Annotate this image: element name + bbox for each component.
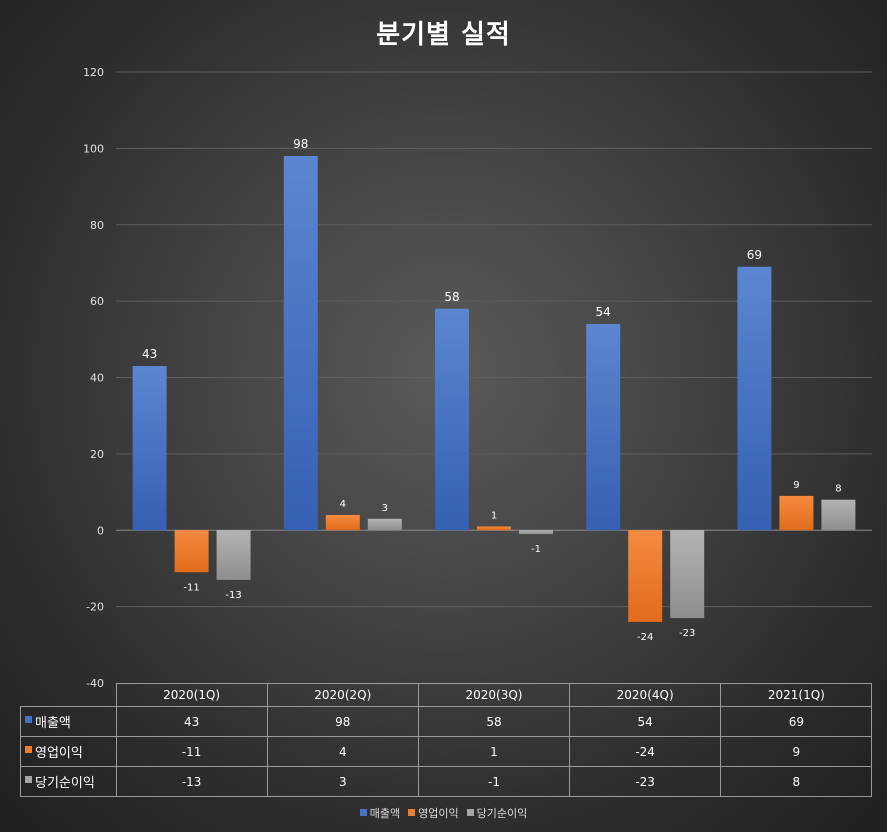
data-label: 4 — [340, 499, 346, 510]
bar — [586, 324, 621, 531]
series-swatch — [25, 716, 32, 723]
legend-item: 매출액 — [359, 805, 401, 821]
table-cell: -11 — [115, 736, 268, 767]
legend-item: 당기순이익 — [466, 805, 528, 821]
bar — [670, 530, 705, 619]
table-cell: -24 — [569, 736, 722, 767]
bar — [367, 518, 402, 531]
bar — [779, 495, 814, 531]
chart-title: 분기별 실적 — [376, 20, 511, 50]
y-tick-label: 20 — [90, 448, 104, 461]
data-label: 43 — [142, 347, 157, 361]
table-cell: -13 — [115, 766, 268, 797]
series-swatch — [25, 776, 32, 783]
table-category-header: 2021(1Q) — [720, 683, 873, 707]
data-label: -24 — [637, 632, 653, 643]
bar — [435, 308, 469, 531]
data-label: 8 — [835, 484, 841, 495]
legend-label: 매출액 — [369, 807, 401, 820]
table-corner — [21, 684, 117, 707]
data-label: 1 — [491, 510, 497, 521]
table-header-row: 2020(1Q) 2020(2Q) 2020(3Q) 2020(4Q) 2021(1Q) — [21, 683, 873, 707]
series-name: 매출액 — [35, 716, 71, 731]
y-tick-label: 40 — [90, 372, 104, 385]
legend-swatch — [466, 809, 474, 816]
table-cell: 1 — [417, 736, 571, 767]
legend-label: 당기순이익 — [476, 807, 528, 820]
table-category-header: 2020(4Q) — [569, 683, 722, 707]
data-label: -11 — [183, 582, 199, 593]
table-cell: 43 — [115, 706, 268, 737]
legend: 매출액 영업이익 당기순이익 — [0, 805, 887, 821]
data-label: 9 — [793, 480, 799, 491]
series-name: 영업이익 — [35, 746, 83, 761]
table-row: 매출액 43 98 58 54 69 — [20, 706, 873, 737]
table-row: 영업이익 -11 4 1 -24 9 — [20, 736, 873, 767]
series-swatch — [25, 746, 32, 753]
y-tick-label: 60 — [90, 295, 104, 308]
bar — [325, 514, 360, 531]
table-cell: -1 — [417, 766, 571, 797]
bar — [283, 156, 318, 531]
data-label: 69 — [747, 248, 762, 262]
data-label: 58 — [444, 290, 459, 304]
table-cell: 69 — [720, 706, 873, 737]
table-series-label: 매출액 — [20, 706, 117, 737]
table-category-header: 2020(1Q) — [115, 683, 268, 707]
data-label: -23 — [679, 628, 695, 639]
table-cell: 54 — [569, 706, 722, 737]
table-cell: 9 — [720, 736, 873, 767]
y-tick-label: 100 — [83, 142, 104, 155]
y-tick-label: 0 — [97, 524, 104, 537]
table-series-label: 당기순이익 — [20, 766, 117, 797]
data-label: -1 — [531, 544, 541, 555]
y-tick-label: 80 — [90, 219, 104, 232]
bar — [519, 530, 553, 535]
bar — [174, 530, 209, 573]
table-cell: 3 — [266, 766, 419, 797]
y-tick-label: -40 — [86, 677, 104, 690]
table-cell: -23 — [569, 766, 722, 797]
data-label: -13 — [225, 590, 241, 601]
table-cell: 4 — [266, 736, 419, 767]
table-series-label: 영업이익 — [20, 736, 117, 767]
legend-item: 영업이익 — [408, 805, 459, 821]
data-table: 2020(1Q) 2020(2Q) 2020(3Q) 2020(4Q) 2021(1Q)… — [20, 683, 873, 797]
bar — [477, 526, 511, 531]
y-tick-label: 120 — [83, 66, 104, 79]
data-label: 98 — [293, 137, 308, 151]
series-name: 당기순이익 — [35, 776, 95, 791]
bar — [737, 266, 772, 531]
legend-label: 영업이익 — [418, 807, 459, 820]
table-row: 당기순이익 -13 3 -1 -23 8 — [20, 766, 873, 797]
table-category-header: 2020(2Q) — [266, 683, 419, 707]
bar — [821, 499, 856, 531]
table-cell: 58 — [417, 706, 571, 737]
legend-swatch — [359, 809, 367, 816]
table-cell: 98 — [266, 706, 419, 737]
data-label: 54 — [596, 305, 611, 319]
bar — [216, 530, 251, 580]
bar — [132, 366, 167, 531]
y-tick-label: -20 — [86, 601, 104, 614]
data-label: 3 — [382, 503, 388, 514]
table-cell: 8 — [720, 766, 873, 797]
legend-swatch — [408, 809, 416, 816]
table-category-header: 2020(3Q) — [417, 683, 571, 707]
bar — [628, 530, 663, 622]
